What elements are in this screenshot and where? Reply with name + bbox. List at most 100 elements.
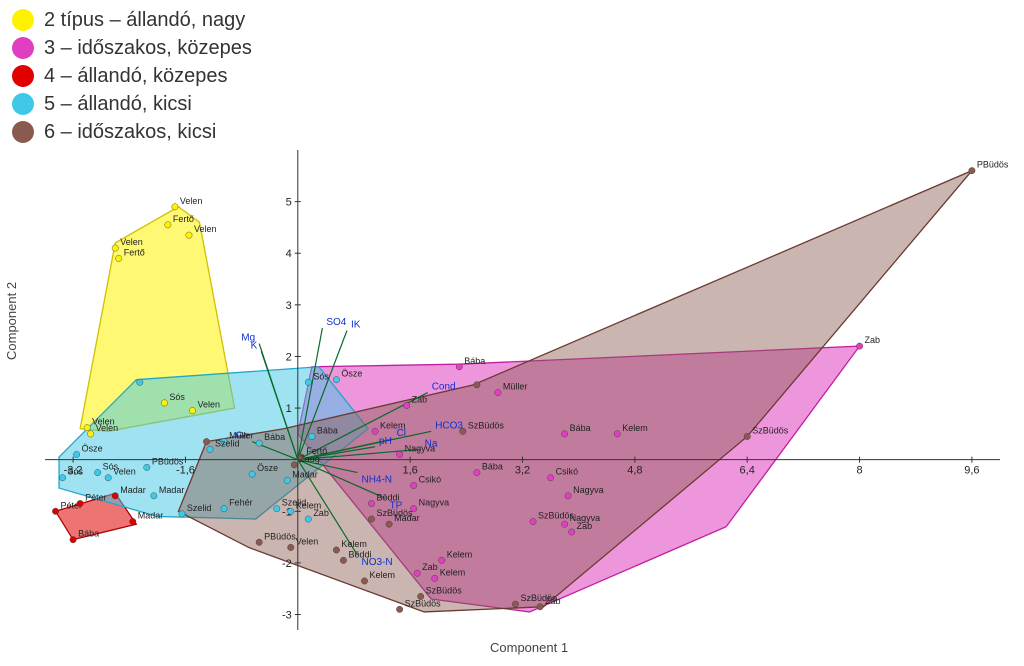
x-axis-label: Component 1 <box>490 640 568 655</box>
data-point <box>256 440 262 446</box>
data-point <box>561 521 567 527</box>
biplot: -3,2-1,61,63,24,86,489,6-3-2-112345MgKSO… <box>0 0 1024 666</box>
data-point <box>288 508 294 514</box>
point-label: Kelem <box>341 539 367 549</box>
point-label: Nagyva <box>573 485 604 495</box>
point-label: Zab <box>545 596 561 606</box>
data-point <box>172 204 178 210</box>
point-label: Ösze <box>82 444 103 454</box>
data-point <box>368 500 374 506</box>
data-point <box>137 379 143 385</box>
point-label: Szelid <box>215 438 240 448</box>
point-label: Ösze <box>341 369 362 379</box>
point-label: Böddi <box>348 549 371 559</box>
point-label: Zab <box>577 521 593 531</box>
point-label: Madar <box>394 513 420 523</box>
x-tick: -1,6 <box>176 465 195 477</box>
point-label: Csikó <box>556 467 579 477</box>
data-point <box>130 518 136 524</box>
data-point <box>186 232 192 238</box>
data-point <box>565 493 571 499</box>
data-point <box>144 464 150 470</box>
point-label: SzBüdös <box>405 598 442 608</box>
point-label: Velen <box>120 237 143 247</box>
data-point <box>361 578 367 584</box>
point-label: SzBüdös <box>426 585 463 595</box>
x-tick: 3,2 <box>515 465 530 477</box>
data-point <box>59 475 65 481</box>
y-tick: -2 <box>282 558 292 570</box>
y-tick: 3 <box>286 300 292 312</box>
data-point <box>207 446 213 452</box>
vector-label: IK <box>351 320 361 331</box>
vector-label: Cond <box>432 382 456 393</box>
point-label: PBüdös <box>977 160 1009 170</box>
x-tick: 1,6 <box>402 465 417 477</box>
data-point <box>165 222 171 228</box>
data-point <box>340 557 346 563</box>
data-point <box>410 482 416 488</box>
x-tick: 8 <box>856 465 862 477</box>
data-point <box>547 475 553 481</box>
vector-label: K <box>251 340 258 351</box>
point-label: Bába <box>482 462 503 472</box>
data-point <box>474 382 480 388</box>
point-label: Nagyva <box>419 498 450 508</box>
data-point <box>537 604 543 610</box>
point-label: PBüdös <box>264 531 296 541</box>
vector-label: pH <box>379 436 392 447</box>
point-label: Szelid <box>187 503 212 513</box>
point-label: Ösze <box>257 463 278 473</box>
data-point <box>561 431 567 437</box>
point-label: Péter <box>85 493 107 503</box>
point-label: Bába <box>464 356 485 366</box>
data-point <box>456 364 462 370</box>
point-label: SzBüdös <box>468 420 505 430</box>
point-label: Böddi <box>377 493 400 503</box>
vector-label: NH4-N <box>361 475 392 486</box>
point-label: Zaug <box>299 454 320 464</box>
x-tick: 9,6 <box>964 465 979 477</box>
y-tick: 4 <box>286 248 292 260</box>
point-label: SzBüdös <box>752 425 789 435</box>
data-point <box>77 500 83 506</box>
data-point <box>161 400 167 406</box>
data-point <box>386 521 392 527</box>
data-point <box>333 376 339 382</box>
point-label: Zab <box>412 394 428 404</box>
data-point <box>414 570 420 576</box>
point-label: Sós <box>313 371 329 381</box>
point-label: Fertő <box>173 214 194 224</box>
x-tick: 4,8 <box>627 465 642 477</box>
data-point <box>105 475 111 481</box>
point-label: Bába <box>78 529 99 539</box>
point-label: Zab <box>422 562 438 572</box>
point-label: Fehér <box>229 498 253 508</box>
data-point <box>52 508 58 514</box>
data-point <box>333 547 339 553</box>
vector-label: HCO3 <box>435 420 463 431</box>
data-point <box>84 424 90 430</box>
point-label: Madar <box>138 511 164 521</box>
data-point <box>372 428 378 434</box>
point-label: Kelem <box>370 570 396 580</box>
data-point <box>512 601 518 607</box>
y-tick: 1 <box>286 403 292 415</box>
data-point <box>73 451 79 457</box>
data-point <box>856 343 862 349</box>
point-label: Sós <box>169 392 185 402</box>
data-point <box>151 493 157 499</box>
data-point <box>112 493 118 499</box>
point-label: Müller <box>503 382 528 392</box>
data-point <box>495 389 501 395</box>
point-label: Bába <box>317 425 338 435</box>
point-label: Velen <box>113 467 136 477</box>
point-label: Velen <box>194 224 217 234</box>
data-point <box>189 407 195 413</box>
data-point <box>460 428 466 434</box>
data-point <box>432 575 438 581</box>
data-point <box>112 245 118 251</box>
data-point <box>288 544 294 550</box>
y-tick: 5 <box>286 197 292 209</box>
data-point <box>396 451 402 457</box>
